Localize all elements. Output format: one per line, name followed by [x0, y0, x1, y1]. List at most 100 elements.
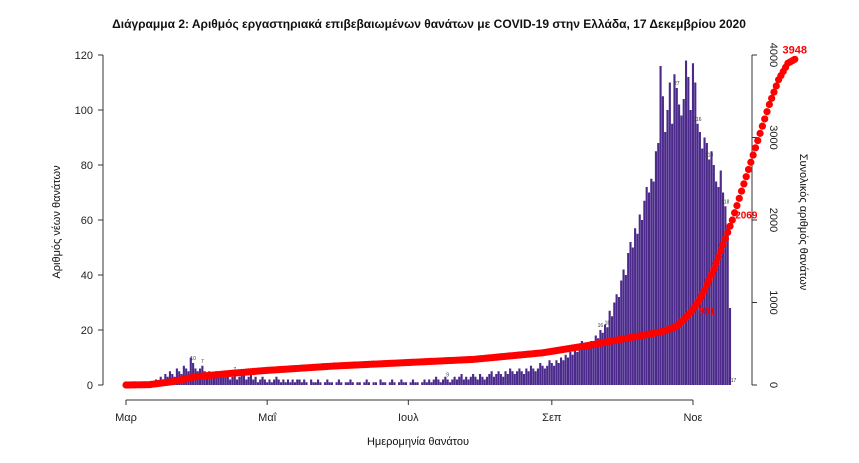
- bar: [240, 371, 243, 385]
- bar: [640, 220, 644, 385]
- bar: [363, 382, 366, 385]
- bar: [247, 376, 250, 385]
- bar: [252, 379, 255, 385]
- chart-title: Διάγραμμα 2: Αριθμός εργαστηριακά επιβεβ…: [112, 17, 746, 31]
- cumulative-value-label: 2069: [735, 210, 758, 221]
- bar: [495, 374, 498, 385]
- bar: [664, 132, 667, 385]
- cumulative-point: [765, 100, 773, 109]
- cumulative-point: [731, 209, 739, 217]
- bar-value-label: 16: [598, 323, 604, 329]
- bar-value-label: 118: [721, 199, 729, 205]
- bar: [728, 308, 732, 385]
- bar: [506, 374, 509, 385]
- y-tick-label: 120: [75, 50, 93, 62]
- bar: [671, 123, 674, 385]
- bar: [532, 368, 535, 385]
- cumulative-point: [728, 216, 736, 224]
- bar: [335, 382, 338, 385]
- bar: [705, 143, 708, 385]
- bar: [527, 371, 530, 385]
- bar: [564, 354, 567, 385]
- bar: [689, 110, 692, 385]
- bar: [650, 178, 653, 385]
- bar: [372, 382, 375, 385]
- bar: [652, 181, 655, 385]
- bar-value-label: 10: [190, 356, 196, 362]
- x-tick-label: Νοε: [683, 412, 702, 424]
- bar: [435, 376, 438, 385]
- bar: [513, 374, 516, 385]
- bar: [608, 310, 611, 385]
- bar: [603, 324, 607, 385]
- bar: [326, 379, 329, 385]
- bar: [222, 371, 225, 385]
- bar: [629, 242, 632, 385]
- bar: [279, 382, 283, 385]
- bar: [696, 123, 699, 385]
- bar-value-label: 7: [201, 359, 204, 365]
- bar: [305, 382, 308, 385]
- cumulative-point: [712, 259, 720, 267]
- bar: [499, 374, 502, 385]
- bar: [562, 360, 565, 385]
- bar: [560, 357, 563, 385]
- bar: [328, 382, 331, 385]
- bar: [684, 60, 688, 385]
- bar: [569, 352, 572, 385]
- bar: [282, 379, 285, 385]
- bar: [666, 110, 669, 385]
- bar: [291, 379, 294, 385]
- bar: [678, 104, 681, 385]
- bar: [270, 382, 273, 385]
- bar: [365, 379, 368, 385]
- bar: [698, 132, 701, 385]
- y2-axis-label: Συνολικός αριθμός θανάτων: [797, 154, 809, 291]
- y-tick-label: 100: [75, 105, 93, 117]
- bar: [441, 379, 445, 385]
- cumulative-point: [721, 234, 729, 243]
- bar: [465, 376, 468, 385]
- cumulative-point: [747, 158, 755, 166]
- x-axis-label: Ημερομηνία θανάτου: [367, 436, 469, 448]
- bar: [543, 368, 546, 385]
- bar: [546, 365, 549, 385]
- x-tick-label: Μαΐ: [258, 412, 277, 424]
- bar-value-label: 116: [694, 117, 702, 123]
- bar: [402, 382, 405, 385]
- cumulative-point: [749, 151, 757, 159]
- bar: [659, 66, 662, 385]
- bar: [453, 376, 456, 385]
- bar: [312, 382, 315, 385]
- bar: [467, 379, 470, 385]
- bar: [367, 382, 371, 385]
- bar: [606, 327, 609, 385]
- cumulative-value-label: 3948: [783, 44, 807, 56]
- bar: [404, 382, 408, 385]
- cumulative-point: [761, 115, 769, 123]
- bar: [573, 349, 577, 385]
- bar: [254, 376, 257, 385]
- cumulative-point: [735, 194, 743, 202]
- bar: [231, 376, 234, 385]
- x-axis: Μαρ Μαΐ Ιουλ Σεπ Νοε: [115, 399, 703, 424]
- bar: [647, 192, 651, 385]
- bar: [242, 374, 246, 385]
- bar: [317, 379, 320, 385]
- bar: [289, 382, 292, 385]
- bar: [182, 365, 185, 385]
- bar: [259, 379, 262, 385]
- bar: [384, 382, 387, 385]
- bar: [414, 382, 417, 385]
- bar: [319, 382, 322, 385]
- y2-tick-label: 3000: [767, 125, 779, 149]
- bar: [550, 363, 553, 385]
- bar: [703, 137, 706, 385]
- cumulative-series: [122, 55, 799, 389]
- bar: [548, 360, 551, 385]
- cumulative-point: [740, 180, 748, 188]
- bar: [504, 371, 507, 385]
- y-tick-label: 60: [81, 215, 93, 227]
- bar: [624, 275, 627, 385]
